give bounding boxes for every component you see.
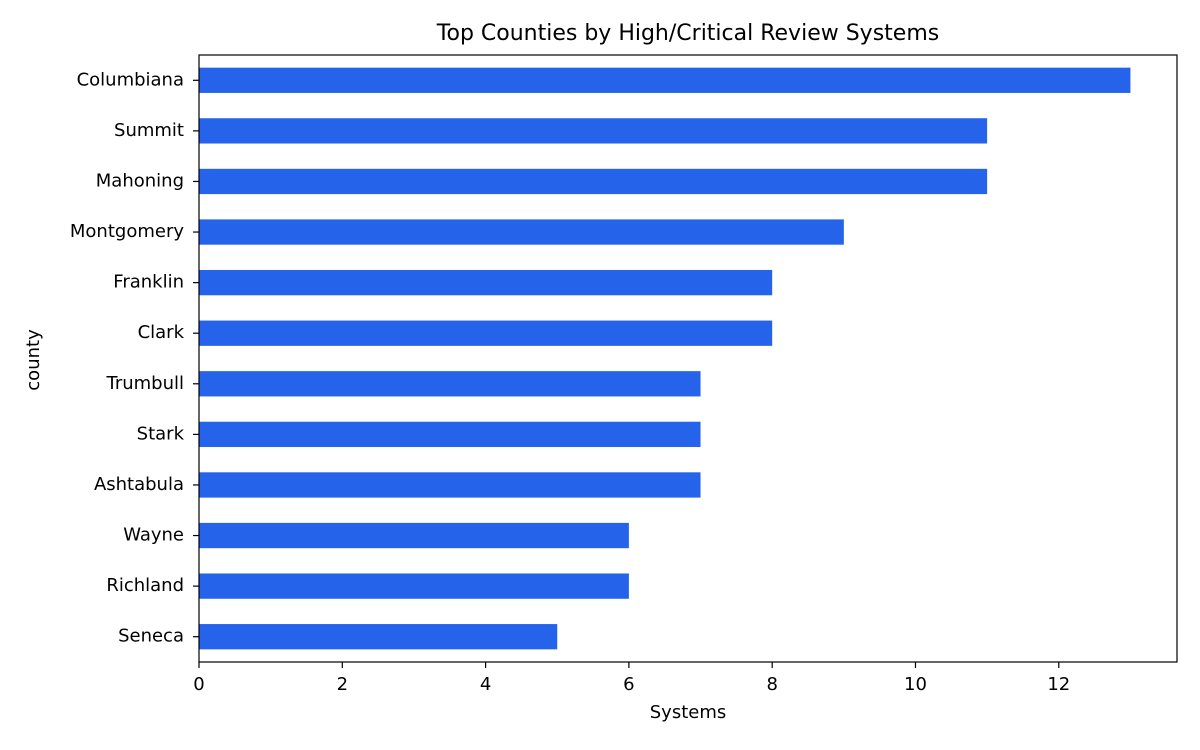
bar [199, 522, 629, 549]
x-tick-label: 4 [480, 674, 491, 695]
bar [199, 320, 773, 346]
x-tick-label: 8 [766, 674, 777, 695]
x-tick-label: 12 [1047, 674, 1070, 695]
y-tick-label: Wayne [123, 525, 184, 546]
bar [199, 472, 701, 498]
y-tick-label: Trumbull [105, 373, 184, 394]
y-tick-label: Mahoning [96, 170, 184, 191]
x-tick-label: 0 [193, 674, 204, 695]
y-axis-label: county [23, 329, 44, 391]
x-tick-label: 2 [337, 674, 348, 695]
bar [199, 67, 1131, 93]
y-tick-label: Summit [114, 120, 184, 141]
y-tick-label: Richland [106, 575, 184, 596]
bar [199, 371, 701, 397]
bar [199, 168, 988, 195]
y-tick-label: Clark [138, 322, 185, 343]
y-tick-label: Columbiana [77, 69, 184, 90]
bar [199, 219, 844, 245]
bar [199, 573, 629, 599]
x-tick-label: 10 [904, 674, 927, 695]
x-tick-label: 6 [623, 674, 634, 695]
bar [199, 269, 773, 296]
y-tick-label: Stark [137, 423, 185, 444]
y-tick-label: Seneca [118, 626, 184, 647]
chart-title: Top Counties by High/Critical Review Sys… [436, 21, 939, 46]
x-axis-label: Systems [650, 702, 727, 723]
y-tick-label: Franklin [113, 272, 184, 293]
bar [199, 624, 558, 650]
bar [199, 118, 988, 144]
bar [199, 421, 701, 448]
plot-frame [198, 54, 1178, 663]
y-tick-label: Montgomery [70, 221, 184, 242]
y-tick-label: Ashtabula [94, 474, 184, 495]
